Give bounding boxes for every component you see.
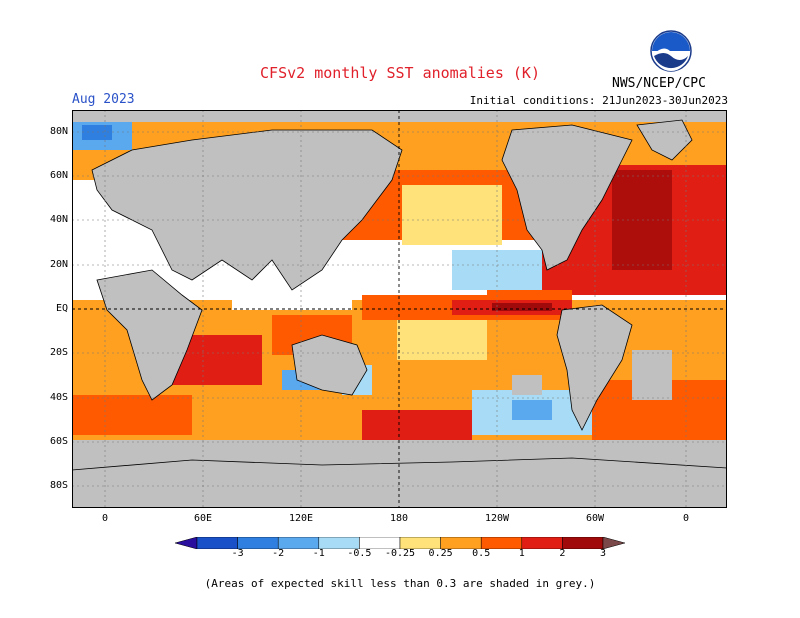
colorbar-label: 3 <box>599 548 607 559</box>
lat-label-60s: 60S <box>49 436 68 447</box>
lat-label-80s: 80S <box>49 480 68 491</box>
lat-label-80n: 80N <box>49 126 68 137</box>
noaa-logo <box>650 30 692 72</box>
colorbar-arrow-low <box>175 537 198 549</box>
lat-label-40n: 40N <box>49 214 68 225</box>
chart-title: CFSv2 monthly SST anomalies (K) <box>260 64 540 82</box>
colorbar-label: -1 <box>312 548 325 559</box>
organization-label: NWS/NCEP/CPC <box>612 76 706 91</box>
land-masses <box>72 119 727 508</box>
lon-label-120w: 120W <box>484 513 510 524</box>
colorbar-label: -0.25 <box>384 548 416 559</box>
initial-conditions: Initial conditions: 21Jun2023-30Jun2023 <box>469 94 728 107</box>
colorbar-label: -0.5 <box>347 548 372 559</box>
valid-month: Aug 2023 <box>72 92 135 107</box>
colorbar-label: 2 <box>559 548 566 559</box>
lat-label-20s: 20S <box>49 347 68 358</box>
equator-dateline <box>72 110 727 508</box>
colorbar-label: 0.25 <box>428 548 453 559</box>
lat-label-eq: EQ <box>55 303 68 314</box>
colorbar-label: 0.5 <box>472 548 491 559</box>
colorbar-arrow-high <box>602 537 625 549</box>
caption: (Areas of expected skill less than 0.3 a… <box>204 577 596 590</box>
lon-label-60e: 60E <box>193 513 213 524</box>
graticule <box>72 110 727 508</box>
colorbar <box>175 537 625 549</box>
colorbar-label: 1 <box>518 548 525 559</box>
colorbar-label: -2 <box>272 548 285 559</box>
lat-label-20n: 20N <box>49 259 68 270</box>
lon-label-180: 180 <box>389 513 409 524</box>
lat-label-40s: 40S <box>49 392 68 403</box>
lon-label-0: 0 <box>101 513 109 524</box>
lon-label-60w: 60W <box>585 513 605 524</box>
sst-anomaly-map <box>72 110 727 508</box>
lon-label-0-east: 0 <box>682 513 690 524</box>
colorbar-label: -3 <box>231 548 244 559</box>
lon-label-120e: 120E <box>288 513 314 524</box>
lat-label-60n: 60N <box>49 170 68 181</box>
